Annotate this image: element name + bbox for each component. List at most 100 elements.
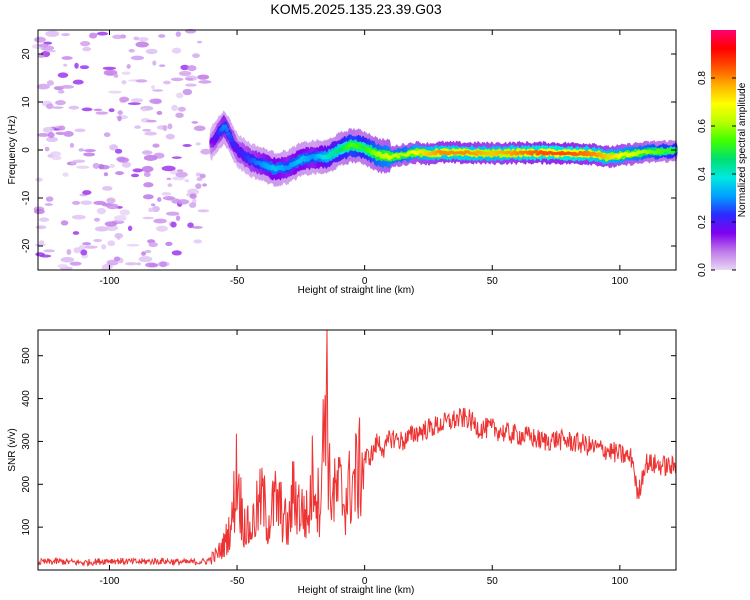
noise-cell: [159, 261, 167, 268]
noise-cell: [35, 225, 47, 230]
noise-cell: [182, 88, 193, 96]
noise-cell: [191, 226, 203, 229]
x-tick-label: 100: [612, 576, 629, 587]
noise-cell: [57, 264, 68, 268]
noise-cell: [63, 63, 68, 67]
noise-cell: [193, 125, 206, 132]
snr-x-ticks: -100 -50 0 50 100: [99, 330, 629, 587]
noise-cell: [175, 215, 181, 221]
noise-cell: [152, 60, 157, 66]
noise-cell: [197, 40, 202, 44]
noise-cell: [68, 105, 80, 110]
noise-cell: [114, 232, 124, 239]
noise-cell: [200, 148, 212, 155]
noise-cell: [117, 157, 130, 163]
noise-cell: [62, 131, 74, 137]
noise-cell: [134, 125, 141, 129]
noise-cell: [133, 36, 140, 41]
noise-cell: [132, 168, 143, 173]
noise-cell: [141, 251, 147, 256]
noise-cell: [184, 179, 190, 183]
noise-cell: [79, 65, 90, 70]
y-tick-label: 20: [21, 48, 32, 60]
noise-cell: [170, 221, 177, 228]
noise-cell: [144, 131, 157, 136]
y-tick-label: 200: [21, 476, 32, 493]
noise-cell: [113, 215, 127, 222]
noise-cell: [121, 80, 127, 85]
noise-cell: [191, 121, 199, 124]
spectrogram-x-label: Height of straight line (km): [298, 285, 415, 296]
noise-cell: [66, 249, 72, 255]
noise-cell: [165, 133, 175, 140]
noise-cell: [170, 77, 184, 82]
noise-cell: [130, 55, 145, 61]
x-tick-label: -100: [99, 276, 119, 287]
noise-cell: [74, 128, 86, 133]
noise-cell: [175, 31, 181, 37]
noise-cell: [103, 132, 111, 137]
noise-cell: [189, 202, 197, 208]
noise-cell: [175, 112, 184, 118]
noise-cell: [39, 254, 52, 258]
noise-cell: [146, 119, 157, 123]
noise-cell: [78, 148, 85, 152]
ridge-cell: [667, 150, 672, 154]
noise-cell: [197, 74, 210, 80]
noise-cell: [117, 110, 123, 115]
noise-cell: [192, 53, 200, 59]
noise-cell: [98, 163, 105, 170]
noise-cell: [185, 83, 197, 87]
noise-cell: [58, 125, 66, 131]
noise-cell: [38, 43, 49, 48]
noise-cell: [148, 207, 155, 213]
noise-cell: [93, 238, 103, 243]
noise-cell: [72, 159, 86, 163]
noise-cell: [55, 131, 66, 135]
noise-cell: [106, 203, 119, 210]
noise-cell: [162, 195, 175, 201]
y-tick-label: -10: [21, 190, 32, 205]
noise-cell: [187, 65, 197, 72]
noise-cell: [165, 241, 173, 246]
noise-cell: [117, 115, 122, 122]
noise-cell: [76, 165, 90, 169]
noise-cell: [94, 217, 101, 222]
ridge-cell: [656, 148, 661, 152]
noise-cell: [94, 226, 109, 232]
noise-cell: [46, 103, 54, 110]
noise-cell: [142, 194, 154, 200]
noise-cell: [128, 48, 135, 53]
noise-cell: [135, 79, 148, 83]
noise-cell: [141, 165, 154, 173]
noise-cell: [69, 142, 75, 148]
y-tick-label: 10: [21, 96, 32, 108]
ridge-cell: [533, 150, 539, 153]
snr-frame: [37, 329, 677, 571]
noise-cell: [127, 102, 142, 106]
noise-cell: [83, 152, 96, 157]
y-tick-label: -20: [21, 238, 32, 253]
noise-cell: [187, 188, 199, 195]
heatmap-ridge: [209, 110, 678, 187]
noise-cell: [37, 54, 45, 58]
noise-cell: [81, 107, 93, 112]
noise-cell: [126, 243, 140, 247]
noise-cell: [171, 156, 182, 159]
colorbar-tick-label: 0.6: [697, 119, 708, 133]
noise-cell: [138, 256, 153, 263]
noise-cell: [152, 89, 164, 92]
x-tick-label: -50: [230, 276, 245, 287]
noise-cell: [158, 64, 166, 67]
noise-cell: [121, 71, 131, 75]
noise-cell: [57, 89, 65, 94]
noise-cell: [80, 41, 91, 47]
noise-cell: [142, 216, 155, 220]
x-tick-label: -50: [230, 576, 245, 587]
noise-cell: [82, 190, 92, 195]
noise-cell: [109, 144, 119, 151]
noise-cell: [166, 177, 172, 181]
noise-cell: [124, 262, 138, 266]
noise-cell: [138, 37, 149, 42]
noise-cell: [60, 220, 69, 226]
